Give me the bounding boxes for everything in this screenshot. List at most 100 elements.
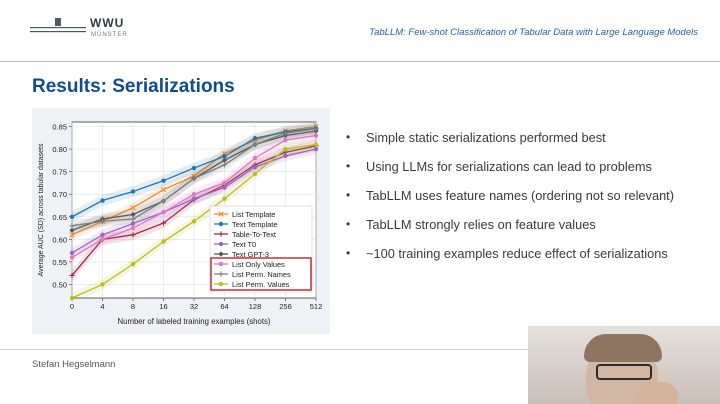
bullet-item: • ~100 training examples reduce effect of…	[346, 246, 716, 275]
data-point	[161, 210, 166, 215]
data-point	[130, 205, 136, 211]
data-point	[222, 180, 227, 186]
top-bar: WWU MÜNSTER TabLLM: Few-shot Classificat…	[0, 0, 720, 48]
data-point	[69, 255, 75, 260]
logo-graphic-icon	[30, 18, 86, 33]
data-point	[252, 136, 258, 141]
legend-label: Text T0	[232, 240, 256, 249]
logo-subtext: MÜNSTER	[91, 32, 128, 38]
bullet-dot: •	[346, 188, 351, 202]
data-point	[221, 157, 228, 163]
bullet-item: • TabLLM strongly relies on feature value…	[346, 217, 716, 246]
x-tick-label: 512	[310, 302, 323, 311]
data-point	[69, 295, 75, 301]
data-point	[313, 146, 319, 152]
data-point	[130, 225, 136, 231]
legend-box	[209, 205, 313, 293]
data-point	[252, 164, 258, 170]
wwu-logo: WWU MÜNSTER	[30, 10, 128, 46]
data-point	[100, 232, 105, 238]
y-tick-label: 0.85	[52, 123, 67, 132]
data-point	[191, 192, 197, 197]
x-tick-label: 128	[249, 302, 262, 311]
data-point	[222, 185, 227, 190]
presenter-name: Stefan Hegselmann	[32, 359, 116, 370]
data-point	[313, 142, 319, 147]
data-point	[191, 196, 197, 201]
series-band	[72, 122, 316, 241]
bullet-text: TabLLM uses feature names (ordering not …	[366, 188, 674, 203]
legend-marker	[218, 251, 224, 257]
footer-divider	[0, 349, 720, 350]
legend-marker	[218, 221, 224, 227]
data-point	[222, 154, 227, 159]
legend-highlight-box	[210, 257, 312, 291]
bullet-item: • Using LLMs for serializations can lead …	[346, 159, 716, 188]
x-axis-label: Number of labeled training examples (sho…	[118, 317, 271, 326]
data-point	[283, 146, 288, 152]
legend-label: List Template	[232, 210, 275, 219]
slide-heading: Results: Serializations	[32, 76, 235, 97]
x-tick-label: 32	[190, 302, 198, 311]
data-point	[69, 232, 75, 238]
bullet-item: • TabLLM uses feature names (ordering not…	[346, 188, 716, 217]
data-point	[161, 178, 166, 183]
data-point	[130, 211, 136, 218]
data-point	[69, 214, 75, 219]
y-axis-label: Average AUC (SD) across tabular datasets	[38, 143, 45, 276]
data-point	[130, 221, 136, 226]
data-point	[100, 198, 105, 203]
data-point	[130, 189, 136, 194]
y-tick-label: 0.50	[52, 280, 67, 289]
data-point	[252, 171, 258, 177]
data-point	[69, 250, 75, 256]
header-divider	[0, 61, 720, 62]
y-tick-label: 0.60	[52, 235, 67, 244]
legend-marker	[218, 261, 224, 267]
x-tick-label: 16	[159, 302, 167, 311]
x-tick-label: 8	[131, 302, 135, 311]
y-tick-label: 0.55	[52, 258, 67, 267]
legend-marker	[218, 211, 224, 217]
data-point	[161, 239, 166, 244]
presenter-hair	[584, 334, 662, 362]
bullet-dot: •	[346, 217, 351, 231]
data-point	[222, 196, 227, 201]
data-point	[313, 133, 319, 138]
x-tick-label: 256	[279, 302, 292, 311]
presenter-glasses	[596, 364, 652, 380]
legend-label: List Only Values	[232, 260, 285, 269]
data-point	[252, 155, 258, 161]
series-band	[72, 122, 316, 223]
bullet-text: TabLLM strongly relies on feature values	[366, 217, 596, 232]
data-point	[283, 153, 288, 159]
legend-marker	[218, 241, 224, 247]
data-point	[100, 282, 105, 287]
y-tick-label: 0.65	[52, 213, 67, 222]
bullet-text: Simple static serializations performed b…	[366, 130, 606, 145]
legend-label: List Perm. Values	[232, 280, 290, 289]
bullet-list: • Simple static serializations performed …	[346, 130, 716, 275]
data-point	[191, 165, 197, 171]
legend-label: Text Template	[232, 220, 277, 229]
data-point	[283, 137, 288, 143]
webcam-overlay	[528, 326, 720, 404]
results-chart: 0.50 0.55 0.60 0.65 0.70 0.75 0.80 0.85 0 4 8 16 32 6…	[32, 108, 330, 334]
data-point	[100, 237, 105, 242]
legend-label: Text GPT-3	[232, 250, 269, 259]
bullet-dot: •	[346, 130, 351, 144]
legend-marker	[218, 281, 224, 287]
data-point	[160, 187, 167, 193]
x-tick-label: 4	[100, 302, 104, 311]
logo-text: WWU	[90, 16, 125, 30]
data-point	[191, 219, 197, 224]
y-tick-label: 0.70	[52, 190, 67, 199]
x-tick-label: 0	[70, 302, 74, 311]
bullet-dot: •	[346, 246, 351, 260]
legend-label: List Perm. Names	[232, 270, 291, 279]
chart-svg: 0.50 0.55 0.60 0.65 0.70 0.75 0.80 0.85 0 4 8 16 32 6…	[38, 121, 323, 326]
data-point	[130, 261, 136, 267]
bullet-dot: •	[346, 159, 351, 173]
x-tick-label: 64	[220, 302, 228, 311]
y-tick-label: 0.75	[52, 168, 67, 177]
